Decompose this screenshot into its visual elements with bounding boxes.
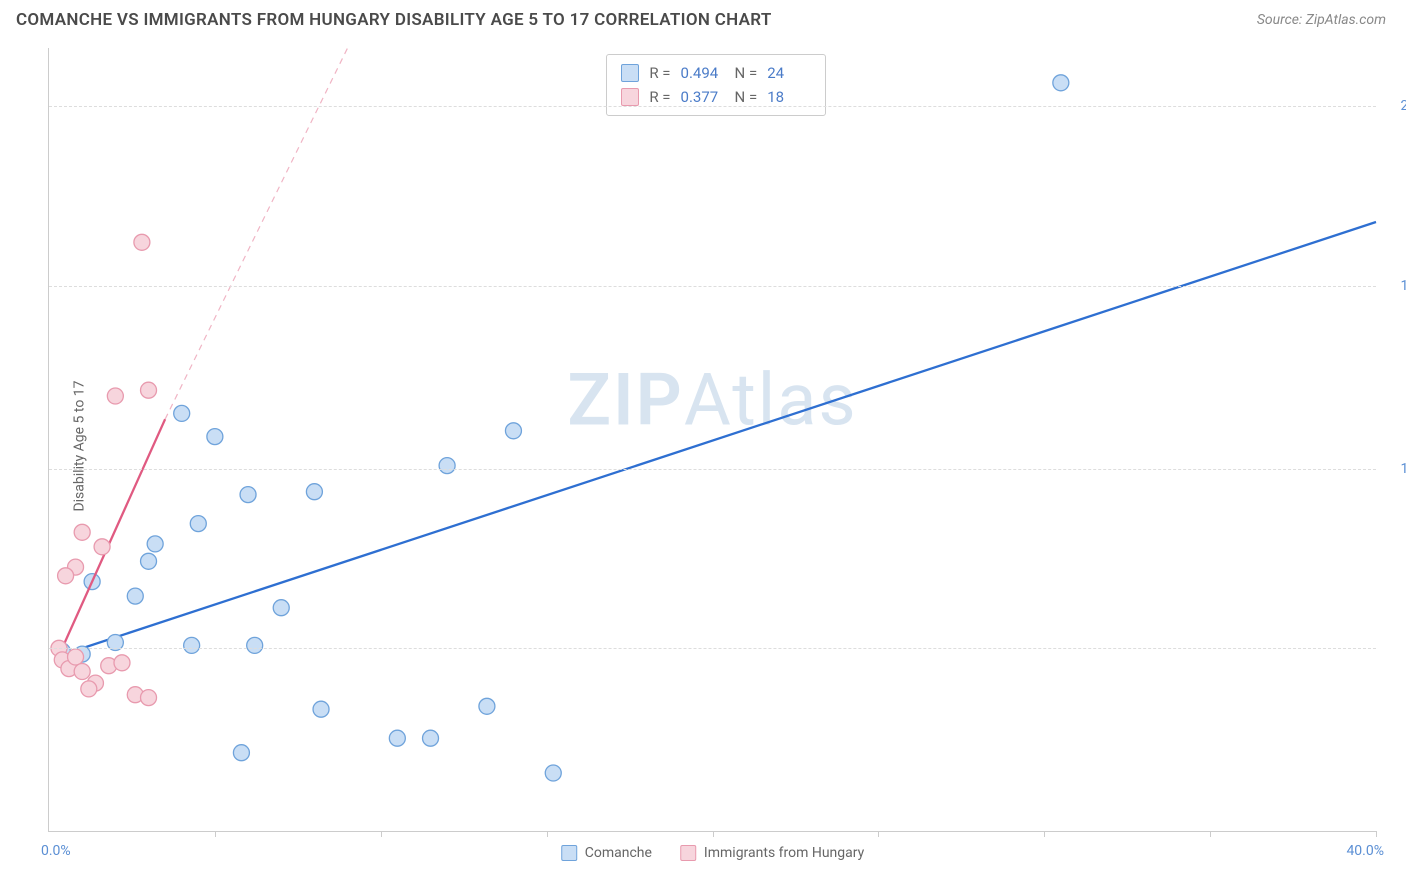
header: COMANCHE VS IMMIGRANTS FROM HUNGARY DISA… [0,0,1406,38]
legend-label: Immigrants from Hungary [704,845,864,861]
data-point [107,388,123,404]
source-attribution: Source: ZipAtlas.com [1257,12,1386,28]
data-point [306,484,322,500]
n-label: N = [735,61,758,85]
x-tick [878,831,879,837]
n-value: 24 [767,61,811,85]
trend-line-extension [165,48,347,419]
y-tick-label: 12.5% [1400,461,1406,477]
legend-swatch [621,64,639,82]
data-point [127,588,143,604]
y-tick-label: 25.0% [1400,98,1406,114]
data-point [141,553,157,569]
data-point [58,568,74,584]
x-tick [1210,831,1211,837]
bottom-legend: Comanche Immigrants from Hungary [561,845,865,861]
x-tick [547,831,548,837]
data-point [174,405,190,421]
data-point [240,487,256,503]
data-point [190,516,206,532]
data-point [74,664,90,680]
legend-item: Immigrants from Hungary [680,845,864,861]
x-tick [381,831,382,837]
data-point [141,690,157,706]
data-point [233,745,249,761]
r-value: 0.494 [681,61,725,85]
data-point [479,698,495,714]
r-label: R = [649,61,670,85]
data-point [1053,75,1069,91]
data-point [81,681,97,697]
legend-swatch [561,845,577,861]
scatter-plot [49,48,1376,831]
data-point [114,655,130,671]
gridline [49,106,1376,107]
legend-label: Comanche [585,845,652,861]
stats-row: R = 0.494 N = 24 [621,61,811,85]
data-point [94,539,110,555]
chart-area: ZIPAtlas R =0.494N =24R =0.377N =18 0.0%… [48,48,1376,832]
data-point [141,382,157,398]
x-tick [1044,831,1045,837]
data-point [313,701,329,717]
y-tick-label: 18.8% [1400,278,1406,294]
x-axis-max-label: 40.0% [1346,843,1384,859]
data-point [147,536,163,552]
legend-item: Comanche [561,845,652,861]
data-point [74,524,90,540]
x-tick [1376,831,1377,837]
gridline [49,648,1376,649]
legend-swatch [680,845,696,861]
x-tick [713,831,714,837]
gridline [49,469,1376,470]
legend-swatch [621,88,639,106]
data-point [389,730,405,746]
data-point [423,730,439,746]
data-point [273,600,289,616]
chart-title: COMANCHE VS IMMIGRANTS FROM HUNGARY DISA… [16,10,772,30]
data-point [68,649,84,665]
data-point [545,765,561,781]
data-point [247,637,263,653]
x-tick [215,831,216,837]
data-point [207,429,223,445]
gridline [49,286,1376,287]
trend-line [56,222,1376,657]
x-axis-origin-label: 0.0% [41,843,71,859]
data-point [134,234,150,250]
data-point [439,458,455,474]
data-point [505,423,521,439]
data-point [184,637,200,653]
